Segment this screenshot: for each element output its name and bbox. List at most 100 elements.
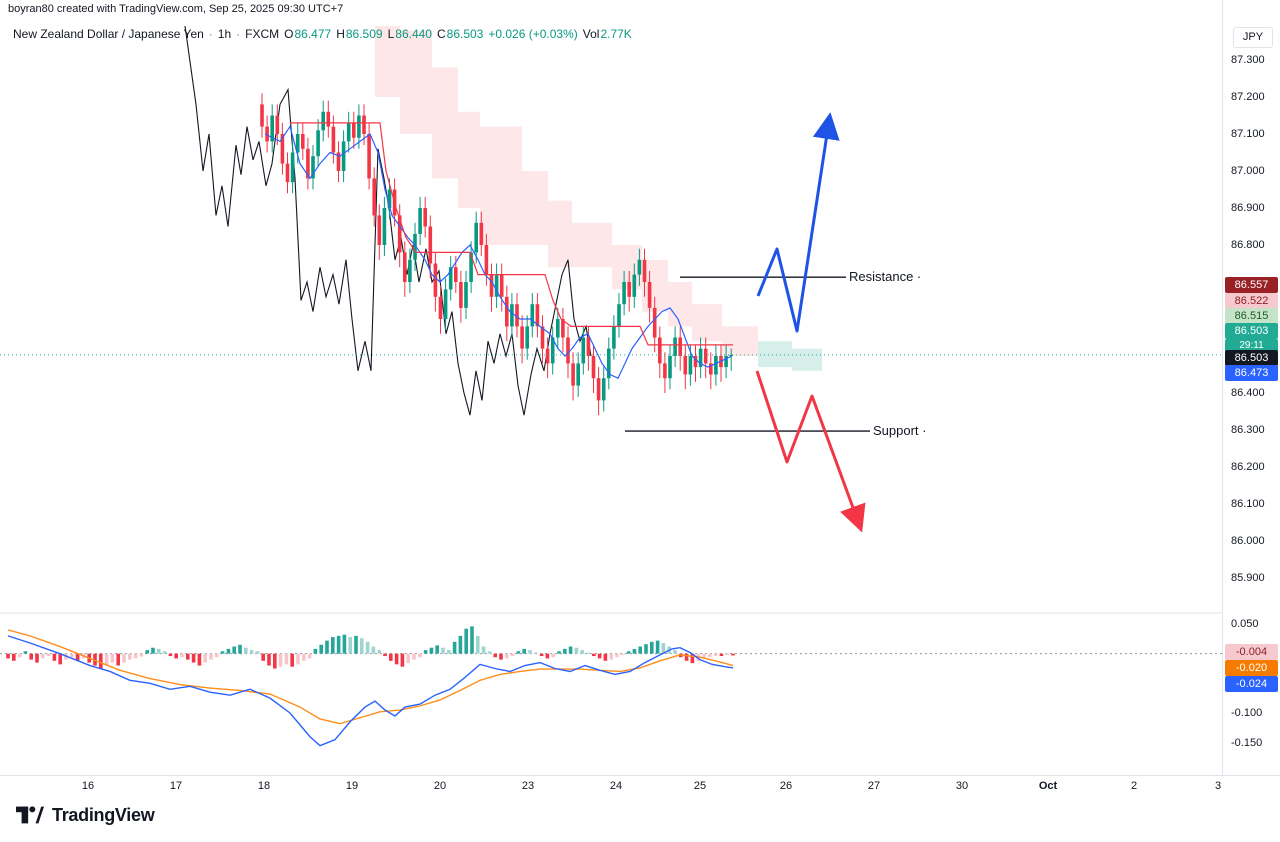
- timeframe-value[interactable]: 1h: [217, 27, 232, 41]
- candle-body: [459, 282, 463, 308]
- macd-histogram-bar: [244, 647, 248, 654]
- time-tick-label: 25: [693, 780, 707, 792]
- tradingview-logo-icon[interactable]: [16, 802, 44, 828]
- macd-histogram-bar: [41, 653, 45, 659]
- legend-separator: ·: [236, 27, 241, 41]
- macd-histogram-bar: [128, 653, 132, 660]
- macd-histogram-bar: [522, 648, 526, 654]
- macd-histogram-bar: [702, 653, 706, 659]
- macd-histogram-bar: [365, 641, 370, 654]
- candle-body: [688, 356, 693, 375]
- time-tick-label: 18: [257, 780, 271, 792]
- candle-body: [377, 215, 382, 245]
- candle-body: [270, 115, 274, 142]
- macd-histogram-bar: [267, 653, 271, 666]
- price-axis[interactable]: JPY 87.300 87.200 87.100 87.000 86.900 86.800…: [1222, 0, 1280, 775]
- macd-histogram-bar: [493, 653, 497, 658]
- macd-histogram-bar: [52, 653, 57, 661]
- macd-histogram-bar: [238, 644, 242, 654]
- macd-histogram-bar: [273, 653, 277, 669]
- price-tick-label: 87.000: [1231, 165, 1265, 177]
- macd-histogram-bar: [638, 646, 642, 654]
- macd-histogram-bar: [58, 653, 62, 665]
- macd-histogram-bar: [348, 637, 352, 654]
- macd-histogram-bar: [383, 653, 387, 657]
- candle-body: [443, 289, 448, 319]
- symbol-name[interactable]: New Zealand Dollar / Japanese Yen: [13, 27, 204, 41]
- macd-histogram-bar: [203, 653, 207, 663]
- candle-body: [515, 304, 519, 327]
- macd-histogram-bar: [487, 651, 492, 654]
- time-axis[interactable]: 16 17 18 19 20 23 24 25 26 27 30 Oct 2 3: [0, 775, 1280, 796]
- candle-body: [601, 378, 606, 401]
- time-tick-label: 16: [81, 780, 95, 792]
- macd-histogram-bar: [342, 634, 347, 654]
- price-tick-label: 86.200: [1231, 461, 1265, 473]
- currency-badge[interactable]: JPY: [1233, 27, 1273, 48]
- macd-histogram-bar: [684, 653, 689, 661]
- close-label: C: [436, 27, 446, 41]
- macd-histogram-bar: [499, 653, 503, 660]
- macd-histogram-bar: [12, 653, 16, 661]
- macd-histogram-bar: [655, 640, 660, 654]
- price-label-chip: -0.020: [1225, 660, 1278, 676]
- chart-canvas[interactable]: [0, 0, 1222, 775]
- bullish-arrow-drawing[interactable]: [756, 112, 840, 333]
- watermark-text: boyran80 created with TradingView.com, S…: [8, 3, 344, 15]
- macd-pane: [0, 626, 1222, 747]
- candle-body: [724, 356, 728, 368]
- candle-body: [586, 337, 591, 356]
- candle-body: [729, 354, 733, 356]
- candle-body: [316, 130, 320, 157]
- macd-histogram-bar: [597, 653, 602, 659]
- support-label[interactable]: Support ·: [873, 423, 927, 438]
- macd-histogram-bar: [586, 652, 590, 654]
- macd-histogram-bar: [93, 653, 97, 666]
- cloud-area: [400, 30, 432, 134]
- resistance-label[interactable]: Resistance ·: [849, 269, 922, 284]
- cloud-area: [375, 26, 400, 97]
- price-tick-label: 86.900: [1231, 202, 1265, 214]
- tradingview-logo-text[interactable]: TradingView: [52, 804, 155, 825]
- macd-histogram-bar: [458, 635, 463, 654]
- candle-body: [499, 274, 504, 297]
- candle-body: [627, 282, 631, 297]
- macd-histogram-bar: [516, 651, 521, 654]
- candle-body: [617, 304, 621, 327]
- macd-histogram-bar: [447, 650, 451, 654]
- macd-histogram-bar: [673, 650, 677, 654]
- price-tick-label: -0.150: [1231, 737, 1263, 749]
- candle-body: [295, 134, 300, 153]
- candle-body: [510, 304, 514, 327]
- price-label-chip: 86.473: [1225, 365, 1278, 381]
- macd-histogram-bar: [418, 653, 422, 658]
- change-value: +0.026 (+0.03%): [488, 27, 578, 41]
- price-tick-label: 86.800: [1231, 239, 1265, 251]
- candle-body: [637, 259, 642, 275]
- cloud-area: [722, 326, 758, 356]
- candle-body: [275, 115, 280, 134]
- macd-histogram-bar: [232, 646, 236, 654]
- macd-histogram-bar: [534, 652, 538, 654]
- price-tick-label: 87.100: [1231, 128, 1265, 140]
- macd-histogram-bar: [6, 653, 10, 659]
- time-tick-label: Oct: [1038, 780, 1058, 792]
- price-tick-label: 86.300: [1231, 424, 1265, 436]
- macd-histogram-bar: [545, 653, 550, 659]
- price-label-chip: 86.503: [1225, 350, 1278, 366]
- exchange-name[interactable]: FXCM: [245, 27, 280, 41]
- macd-histogram-bar: [302, 653, 306, 661]
- macd-histogram-bar: [400, 653, 405, 667]
- candle-body: [576, 363, 580, 386]
- symbol-legend[interactable]: New Zealand Dollar / Japanese Yen · 1h ·…: [13, 27, 632, 41]
- candle-body: [703, 348, 708, 364]
- macd-histogram-bar: [191, 653, 196, 663]
- macd-histogram-bar: [319, 644, 323, 654]
- candle-body: [413, 233, 417, 260]
- candle-body: [454, 267, 458, 282]
- candle-body: [484, 245, 489, 275]
- candle-body: [367, 134, 371, 179]
- bearish-arrow-drawing[interactable]: [755, 370, 866, 533]
- macd-histogram-bar: [731, 653, 735, 656]
- macd-histogram-bar: [644, 644, 648, 654]
